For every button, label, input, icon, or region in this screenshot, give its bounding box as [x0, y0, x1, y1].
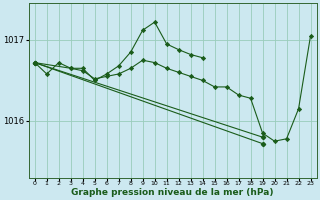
X-axis label: Graphe pression niveau de la mer (hPa): Graphe pression niveau de la mer (hPa)	[71, 188, 274, 197]
